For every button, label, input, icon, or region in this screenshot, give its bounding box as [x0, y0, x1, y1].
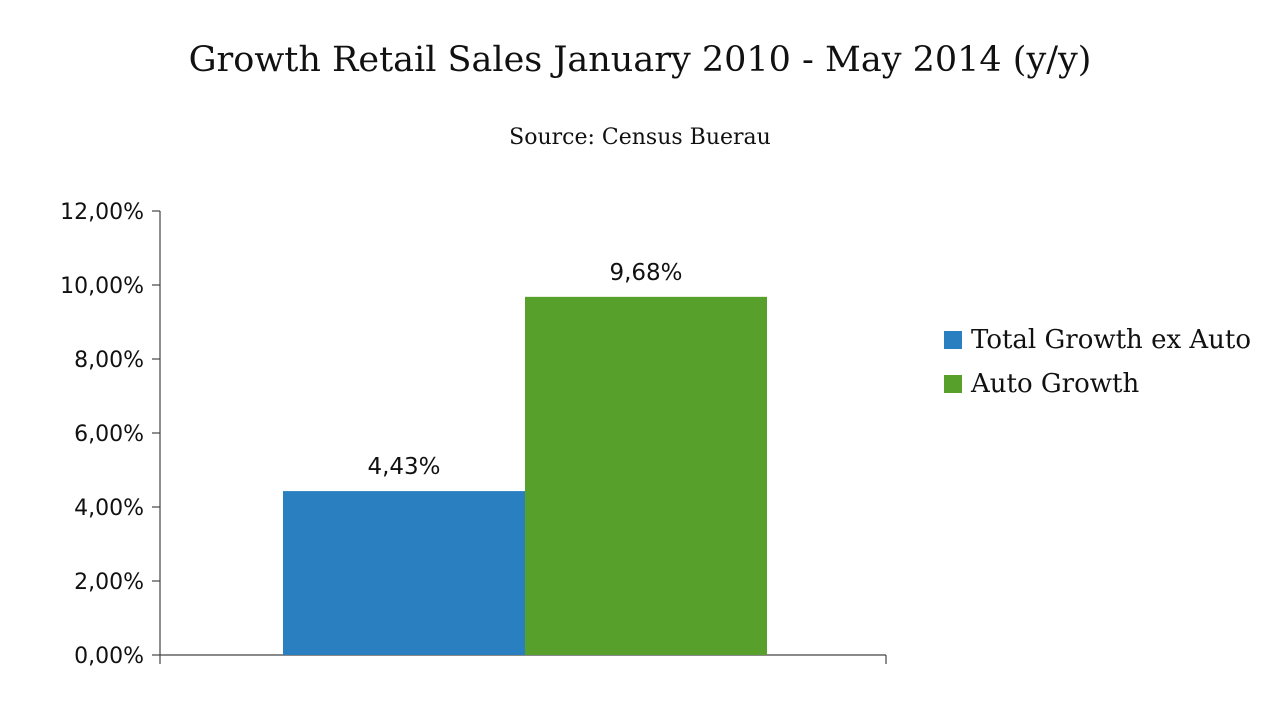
y-tick-label: 2,00% [74, 570, 144, 595]
y-tick-label: 0,00% [74, 644, 144, 669]
data-label: 4,43% [367, 454, 440, 480]
y-tick-label: 10,00% [60, 274, 144, 299]
chart-title: Growth Retail Sales January 2010 - May 2… [188, 40, 1092, 80]
legend-item-total-growth-ex-auto: Total Growth ex Auto [944, 318, 1251, 362]
legend-item-auto-growth: Auto Growth [944, 362, 1251, 406]
legend-label-total-growth-ex-auto: Total Growth ex Auto [971, 325, 1252, 355]
y-tick-label: 6,00% [74, 422, 144, 447]
chart-subtitle: Source: Census Buerau [509, 125, 771, 150]
y-tick-label: 8,00% [74, 348, 144, 373]
data-label: 9,68% [609, 260, 682, 286]
y-tick-label: 4,00% [74, 496, 144, 521]
bar-total-growth-ex-auto [283, 491, 525, 655]
y-tick-label: 12,00% [60, 200, 144, 225]
legend-swatch-auto-growth [944, 375, 962, 393]
legend-label-auto-growth: Auto Growth [971, 369, 1140, 399]
legend-swatch-total-growth-ex-auto [944, 331, 962, 349]
legend: Total Growth ex Auto Auto Growth [944, 318, 1251, 406]
bar-auto-growth [525, 296, 767, 655]
